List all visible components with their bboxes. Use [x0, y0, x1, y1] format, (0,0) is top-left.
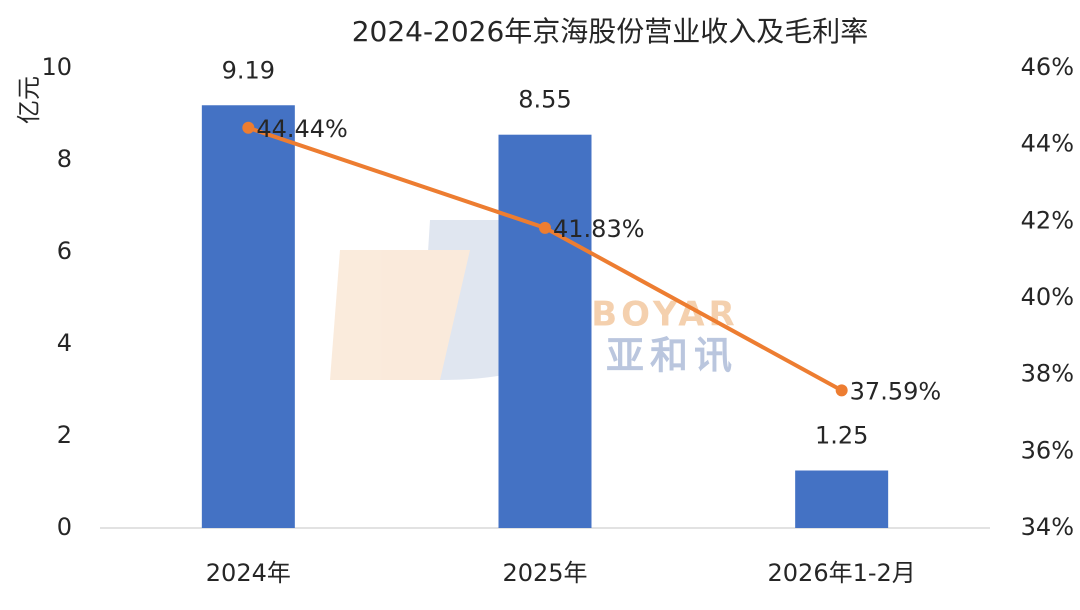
y-tick-label: 4 — [57, 329, 72, 357]
x-tick-label: 2026年1-2月 — [768, 559, 916, 587]
y2-tick-label: 46% — [1021, 53, 1074, 81]
line-value-label: 44.44% — [256, 115, 348, 143]
y-tick-label: 8 — [57, 145, 72, 173]
bar-value-label: 8.55 — [518, 86, 571, 114]
y2-tick-label: 38% — [1021, 360, 1074, 388]
y2-tick-label: 36% — [1021, 436, 1074, 464]
y2-tick-label: 40% — [1021, 283, 1074, 311]
y-tick-label: 0 — [57, 513, 72, 541]
line-point — [242, 121, 255, 134]
bar — [498, 134, 592, 528]
y-tick-label: 2 — [57, 421, 72, 449]
x-tick-label: 2024年 — [206, 559, 291, 587]
bar — [201, 105, 295, 528]
y2-tick-label: 44% — [1021, 130, 1074, 158]
y-tick-label: 10 — [41, 53, 72, 81]
y-axis-label: 亿元 — [15, 76, 43, 124]
watermark-text: BOYAR — [591, 295, 738, 335]
bar — [795, 470, 889, 528]
y2-tick-label: 34% — [1021, 513, 1074, 541]
line-point — [835, 384, 848, 397]
chart-title: 2024-2026年京海股份营业收入及毛利率 — [352, 15, 869, 48]
bar-value-label: 9.19 — [222, 56, 275, 84]
watermark-stripes — [330, 250, 470, 380]
bar-value-label: 1.25 — [815, 422, 868, 450]
line-value-label: 41.83% — [553, 215, 645, 243]
watermark-subtext: 亚和讯 — [606, 334, 738, 378]
y-tick-label: 6 — [57, 237, 72, 265]
x-tick-label: 2025年 — [502, 559, 587, 587]
line-point — [539, 221, 551, 234]
y2-tick-label: 42% — [1021, 206, 1074, 234]
line-value-label: 37.59% — [850, 377, 942, 405]
